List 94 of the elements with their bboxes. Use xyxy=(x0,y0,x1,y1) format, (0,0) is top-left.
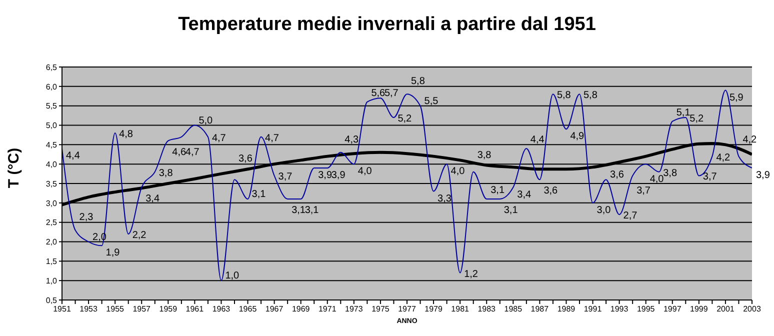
x-tick-label: 1983 xyxy=(478,304,496,314)
data-label: 3,1 xyxy=(252,189,266,200)
data-label: 3,8 xyxy=(158,168,174,179)
x-tick-label: 1955 xyxy=(106,304,125,314)
data-label: 5,6 xyxy=(371,88,386,99)
data-label: 1,9 xyxy=(106,248,120,259)
data-label: 5,9 xyxy=(729,92,744,104)
y-tick-label: 1,5 xyxy=(46,257,58,266)
y-tick-label: 6,0 xyxy=(46,82,58,92)
data-label: 5,8 xyxy=(556,90,572,102)
y-tick-label: 6,5 xyxy=(46,62,58,72)
data-label: 4,0 xyxy=(358,166,372,178)
x-tick-label: 1971 xyxy=(318,304,337,314)
data-label: 3,8 xyxy=(477,150,492,161)
data-label: 5,7 xyxy=(384,88,399,100)
data-label: 5,2 xyxy=(398,113,412,124)
data-label: 2,2 xyxy=(132,230,147,241)
data-label: 3,6 xyxy=(238,154,253,165)
data-label: 3,7 xyxy=(702,172,718,183)
x-tick-label: 1993 xyxy=(610,304,629,314)
data-label: 3,1 xyxy=(490,185,505,196)
y-tick-label: 3,5 xyxy=(46,179,58,188)
data-label: 3,6 xyxy=(544,186,558,197)
data-label: 4,7 xyxy=(265,132,280,144)
data-label: 4,8 xyxy=(119,129,134,140)
data-label: 3,0 xyxy=(596,204,612,216)
x-tick-label: 1999 xyxy=(690,304,708,314)
x-tick-label: 1957 xyxy=(132,304,152,314)
y-tick-label: 1,0 xyxy=(46,276,58,286)
data-label: 4,4 xyxy=(530,134,545,146)
x-tick-label: 1997 xyxy=(663,304,682,314)
x-tick-label: 1995 xyxy=(636,304,656,314)
data-label: 3,7 xyxy=(636,186,651,197)
data-label: 3,1 xyxy=(504,205,518,216)
data-label: 5,8 xyxy=(584,90,598,102)
data-label: 3,9 xyxy=(331,170,346,181)
y-tick-label: 0,5 xyxy=(46,296,58,305)
x-tick-label: 1951 xyxy=(53,304,72,314)
data-label: 5,1 xyxy=(676,107,691,118)
data-label: 5,8 xyxy=(411,76,426,88)
data-label: 5,2 xyxy=(690,113,704,124)
x-tick-label: 1987 xyxy=(530,304,550,314)
data-label: 2,3 xyxy=(79,212,94,224)
data-label: 3,4 xyxy=(146,193,160,204)
x-tick-label: 1959 xyxy=(159,304,178,314)
data-label: 3,8 xyxy=(663,168,678,179)
data-label: 3,4 xyxy=(517,189,532,200)
data-label: 4,4 xyxy=(66,150,80,162)
data-label: 3,9 xyxy=(756,170,770,181)
data-label: 2,7 xyxy=(623,210,638,222)
data-label: 5,5 xyxy=(424,96,439,107)
data-label: 4,0 xyxy=(450,166,466,178)
data-label: 4,2 xyxy=(742,134,758,146)
x-tick-label: 1953 xyxy=(80,304,98,314)
data-label: 4,7 xyxy=(185,146,200,158)
chart-title: Temperature medie invernali a partire dal 1951 xyxy=(177,14,597,36)
y-tick-label: 5,5 xyxy=(46,102,58,111)
data-label: 4,2 xyxy=(716,152,731,164)
x-tick-label: 1991 xyxy=(584,304,602,314)
y-tick-label: 2,0 xyxy=(46,238,58,247)
x-tick-label: 1981 xyxy=(451,304,470,314)
y-tick-label: 5,0 xyxy=(46,121,58,130)
y-axis-title: T (°C) xyxy=(6,148,22,188)
data-label: 4,6 xyxy=(172,146,186,158)
y-tick-label: 2,5 xyxy=(46,218,58,228)
x-tick-label: 1975 xyxy=(372,304,390,314)
y-tick-label: 4,5 xyxy=(46,140,58,150)
data-label: 1,0 xyxy=(225,270,240,282)
y-tick-label: 3,0 xyxy=(46,198,58,208)
data-label: 3,6 xyxy=(610,170,624,181)
x-tick-label: 1965 xyxy=(238,304,258,314)
data-label: 4,3 xyxy=(344,134,359,146)
x-tick-label: 1989 xyxy=(557,304,576,314)
x-tick-label: 1979 xyxy=(424,304,443,314)
x-tick-label: 1977 xyxy=(398,304,416,314)
x-tick-label: 1985 xyxy=(504,304,523,314)
data-label: 3,1 xyxy=(292,205,306,216)
x-tick-label: 1961 xyxy=(186,304,204,314)
data-label: 3,3 xyxy=(438,193,452,204)
data-label: 3,9 xyxy=(318,170,332,181)
data-label: 4,0 xyxy=(650,174,664,186)
x-tick-label: 1969 xyxy=(292,304,310,314)
data-label: 4,9 xyxy=(570,131,585,142)
y-tick-label: 4,0 xyxy=(46,160,58,169)
data-label: 1,2 xyxy=(464,268,478,280)
x-tick-label: 1973 xyxy=(345,304,364,314)
x-tick-label: 2001 xyxy=(716,304,735,314)
x-tick-label: 1967 xyxy=(265,304,284,314)
x-tick-label: 2003 xyxy=(743,304,762,314)
data-label: 3,7 xyxy=(278,172,293,183)
x-tick-label: 1963 xyxy=(212,304,231,314)
data-label: 3,1 xyxy=(304,205,320,216)
data-label: 4,7 xyxy=(212,132,226,144)
data-label: 5,0 xyxy=(198,115,214,126)
